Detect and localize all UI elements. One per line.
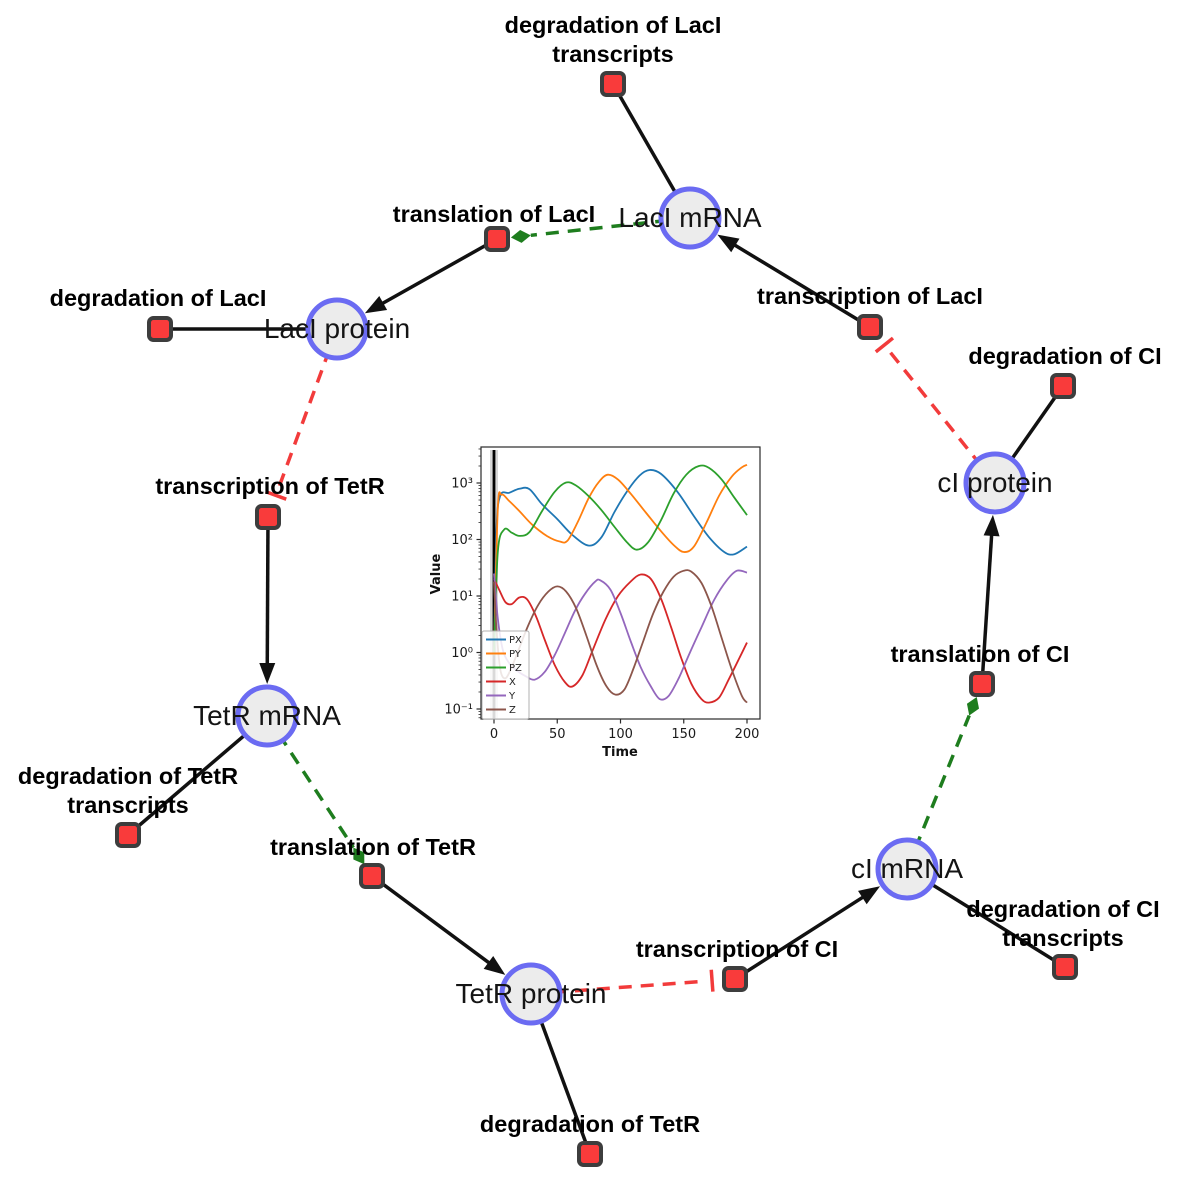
arrowhead-icon (259, 662, 276, 685)
reaction-node-degradation-laci-transcripts[interactable] (600, 71, 626, 97)
reaction-node-translation-tetr[interactable] (359, 863, 385, 889)
reaction-node-translation-ci[interactable] (969, 671, 995, 697)
edge-transcription-ci-ci-mrna (734, 886, 881, 981)
reaction-label-translation-tetr: translation of TetR (270, 834, 476, 860)
arrowhead-icon (483, 955, 506, 975)
legend-label-PX: PX (509, 635, 522, 646)
arrowhead-icon (983, 514, 1000, 537)
node-layer (115, 71, 1078, 1167)
x-tick-label: 0 (490, 727, 498, 742)
reaction-label-degradation-tetr: degradation of TetR (480, 1111, 700, 1137)
species-label-ci-protein: cI protein (937, 467, 1052, 498)
reaction-node-degradation-tetr[interactable] (577, 1141, 603, 1167)
timecourse-plot: 0 50 100 150 20010³10²10¹10⁰10⁻¹TimeValuePXP… (429, 446, 761, 760)
series-line-PY (493, 463, 748, 656)
species-label-ci-mrna: cI mRNA (851, 853, 963, 884)
edge-translation-tetr-tetr-protein (370, 874, 506, 975)
species-label-tetr-protein: TetR protein (456, 978, 607, 1009)
modifier-diamond-icon (353, 847, 365, 865)
x-tick-label: 50 (549, 727, 566, 742)
legend: PX PY PZ XYZ (481, 630, 530, 720)
reaction-node-degradation-ci[interactable] (1050, 373, 1076, 399)
y-tick-label: 10¹ (451, 590, 473, 605)
reaction-label-translation-laci: translation of LacI (393, 201, 595, 227)
reaction-node-transcription-ci[interactable] (722, 966, 748, 992)
species-node-laci-protein[interactable] (305, 297, 369, 361)
reaction-label-degradation-laci-transcripts: transcripts (552, 41, 673, 67)
reaction-label-degradation-ci-transcripts: degradation of CI (966, 896, 1159, 922)
species-node-ci-protein[interactable] (963, 451, 1027, 515)
x-tick-label: 200 (735, 727, 760, 742)
legend-label-PY: PY (509, 649, 522, 660)
legend-label-Y: Y (508, 691, 516, 702)
reaction-node-degradation-ci-transcripts[interactable] (1052, 954, 1078, 980)
reaction-node-degradation-laci[interactable] (147, 316, 173, 342)
reaction-label-translation-ci: translation of CI (891, 641, 1070, 667)
series-line-PZ (493, 464, 748, 656)
y-tick-label: 10⁰ (451, 646, 473, 661)
arrowhead-icon (717, 234, 740, 253)
reaction-label-degradation-laci: degradation of LacI (50, 285, 267, 311)
species-node-laci-mrna[interactable] (658, 186, 722, 250)
inhibition-tbar-icon (874, 336, 895, 354)
species-label-laci-mrna: LacI mRNA (618, 202, 761, 233)
inhibition-tbar-icon (709, 969, 715, 992)
y-tick-label: 10³ (451, 477, 473, 492)
species-node-tetr-protein[interactable] (499, 962, 563, 1026)
x-axis-title: Time (602, 745, 638, 760)
reaction-label-degradation-ci-transcripts: transcripts (1002, 925, 1123, 951)
inhibition-tbar-icon (264, 489, 287, 501)
reaction-label-transcription-ci: transcription of CI (636, 936, 838, 962)
reaction-node-transcription-tetr[interactable] (255, 504, 281, 530)
series-lines (493, 463, 748, 704)
legend-label-Z: Z (509, 705, 516, 716)
y-axis-title: Value (429, 553, 444, 594)
reaction-node-translation-laci[interactable] (484, 226, 510, 252)
reaction-label-degradation-tetr-transcripts: degradation of TetR (18, 763, 238, 789)
reaction-label-degradation-laci-transcripts: degradation of LacI (505, 12, 722, 38)
modifier-diamond-icon (966, 696, 980, 716)
species-label-tetr-mrna: TetR mRNA (193, 700, 341, 731)
species-label-laci-protein: LacI protein (264, 313, 410, 344)
reaction-label-transcription-laci: transcription of LacI (757, 283, 983, 309)
y-tick-label: 10² (451, 533, 473, 548)
legend-label-PZ: PZ (509, 663, 522, 674)
reaction-label-degradation-ci: degradation of CI (968, 343, 1161, 369)
label-layer: LacI mRNA LacI protein TetR mRNA TetR prote… (18, 12, 1162, 1137)
reaction-node-degradation-tetr-transcripts[interactable] (115, 822, 141, 848)
arrowhead-icon (858, 886, 881, 905)
species-node-ci-mrna[interactable] (875, 837, 939, 901)
reaction-node-transcription-laci[interactable] (857, 314, 883, 340)
reaction-label-transcription-tetr: transcription of TetR (155, 473, 384, 499)
x-tick-label: 100 (608, 727, 633, 742)
reaction-label-degradation-tetr-transcripts: transcripts (67, 792, 188, 818)
series-line-Y (493, 569, 748, 701)
legend-label-X: X (509, 677, 516, 688)
edge-translation-ci-ci-protein (980, 514, 1000, 685)
edge-translation-laci-laci-protein (364, 237, 498, 314)
series-line-PX (493, 469, 748, 656)
series-line-X (493, 573, 748, 704)
y-tick-label: 10⁻¹ (444, 703, 473, 718)
edge-transcription-tetr-tetr-mrna (259, 516, 276, 685)
edge-transcription-laci-laci-mrna (717, 234, 871, 329)
series-line-Z (493, 569, 748, 704)
x-tick-label: 150 (671, 727, 696, 742)
arrowhead-icon (364, 296, 388, 314)
modifier-diamond-icon (510, 229, 531, 243)
species-node-tetr-mrna[interactable] (235, 684, 299, 748)
